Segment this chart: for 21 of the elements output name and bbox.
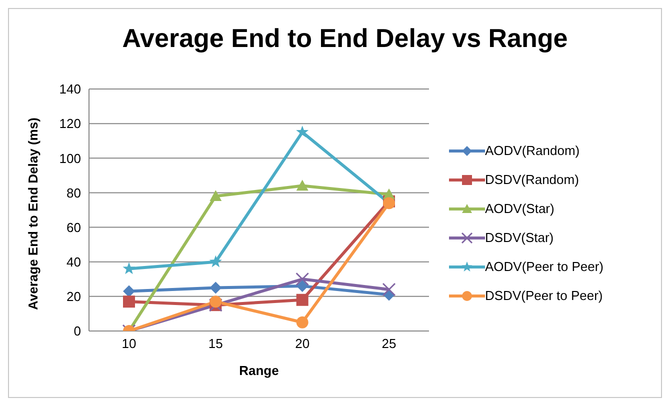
legend-label: AODV(Star) xyxy=(485,201,554,216)
y-tick-label: 40 xyxy=(66,254,81,270)
y-tick-label: 20 xyxy=(66,289,81,304)
y-tick-label: 140 xyxy=(59,82,81,97)
x-axis-title: Range xyxy=(239,363,279,378)
chart-title: Average End to End Delay vs Range xyxy=(121,23,569,54)
x-tick-label: 10 xyxy=(122,336,136,352)
y-tick-label: 100 xyxy=(59,150,81,166)
y-tick-label: 80 xyxy=(66,185,81,200)
legend-label: AODV(Peer to Peer) xyxy=(485,259,604,274)
legend-label: DSDV(Random) xyxy=(485,172,579,187)
legend-label: AODV(Random) xyxy=(485,143,580,158)
x-tick-label: 25 xyxy=(382,336,396,352)
legend-label: DSDV(Peer to Peer) xyxy=(485,288,603,303)
y-tick-label: 0 xyxy=(74,324,81,339)
legend-label: DSDV(Star) xyxy=(485,230,554,245)
x-tick-label: 20 xyxy=(295,336,310,352)
y-axis-title: Average End to End Delay (ms) xyxy=(26,118,41,310)
y-tick-label: 120 xyxy=(59,116,81,132)
x-tick-label: 15 xyxy=(208,336,223,352)
y-tick-label: 60 xyxy=(66,220,81,235)
